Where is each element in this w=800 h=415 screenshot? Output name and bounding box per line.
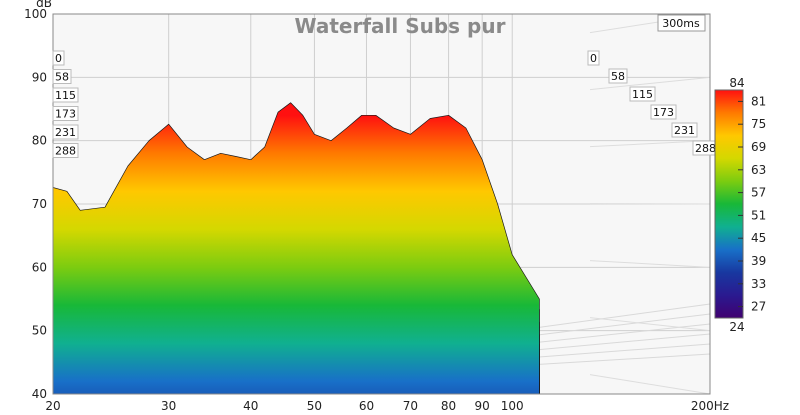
x-tick-label: 90	[475, 399, 490, 413]
time-label-box	[52, 124, 79, 140]
time-label-left: 0	[55, 52, 62, 65]
time-span-badge: 300ms	[657, 14, 706, 32]
y-tick-label: 80	[32, 134, 47, 148]
colorbar-label: 75	[751, 117, 766, 131]
colorbar-label: 51	[751, 208, 766, 222]
time-span-label: 300ms	[662, 17, 700, 30]
time-label-box	[52, 50, 65, 66]
colorbar-label: 57	[751, 186, 766, 200]
y-unit-label: dB	[36, 0, 52, 10]
time-label-box	[52, 69, 72, 84]
time-label-box	[587, 50, 600, 66]
time-label-left: 58	[55, 71, 69, 84]
x-tick-label: 80	[441, 399, 456, 413]
time-label-right: 288	[695, 142, 716, 155]
y-tick-label: 40	[32, 387, 47, 401]
colorbar-label: 39	[751, 254, 766, 268]
colorbar-gradient	[714, 89, 744, 319]
time-label-left: 231	[55, 126, 76, 139]
colorbar-label: 45	[751, 231, 766, 245]
x-tick-label: 50	[307, 399, 322, 413]
x-tick-label: 200Hz	[691, 399, 729, 413]
time-label-right: 0	[590, 52, 597, 65]
time-label-box	[608, 68, 628, 84]
colorbar-label: 63	[751, 163, 766, 177]
x-tick-label: 100	[501, 399, 524, 413]
plot-frame	[52, 13, 711, 395]
waterfall-slices	[53, 102, 540, 394]
time-label-left: 115	[55, 89, 76, 102]
y-tick-label: 60	[32, 260, 47, 274]
time-label-left: 288	[55, 145, 76, 158]
waterfall-slice	[53, 102, 540, 394]
time-label-right: 231	[674, 124, 695, 137]
colorbar-min-label: 24	[729, 320, 744, 334]
x-tick-label: 40	[243, 399, 258, 413]
colorbar-max-label: 84	[729, 76, 744, 90]
y-tick-label: 90	[32, 70, 47, 84]
colorbar-label: 27	[751, 300, 766, 314]
time-label-right: 58	[611, 70, 625, 83]
colorbar-label: 69	[751, 140, 766, 154]
time-label-box	[629, 86, 656, 102]
y-tick-label: 50	[32, 324, 47, 338]
colorbar-label: 33	[751, 277, 766, 291]
time-label-box	[671, 122, 698, 138]
x-tick-label: 20	[45, 399, 60, 413]
time-labels-left: 0 58 115 173 231 288	[52, 50, 79, 158]
time-label-left: 173	[55, 108, 76, 121]
time-label-box	[52, 87, 79, 103]
colorbar: 84 24 81 75 69 63 57 51 45 39 33 27	[714, 76, 766, 334]
y-tick-label: 70	[32, 197, 47, 211]
time-label-right: 115	[632, 88, 653, 101]
y-axis-ticks: 40 50 60 70 80 90 100	[24, 7, 47, 401]
x-axis-ticks: 20 30 40 50 60 70 80 90 100 200Hz	[45, 399, 729, 413]
x-tick-label: 60	[359, 399, 374, 413]
y-tick-label: 100	[24, 7, 47, 21]
time-label-box	[52, 106, 79, 121]
chart-title: Waterfall Subs pur	[295, 14, 506, 38]
colorbar-label: 81	[751, 94, 766, 108]
x-tick-label: 70	[403, 399, 418, 413]
x-tick-label: 30	[161, 399, 176, 413]
time-label-box	[52, 143, 79, 158]
time-label-box	[650, 104, 677, 120]
time-label-right: 173	[653, 106, 674, 119]
